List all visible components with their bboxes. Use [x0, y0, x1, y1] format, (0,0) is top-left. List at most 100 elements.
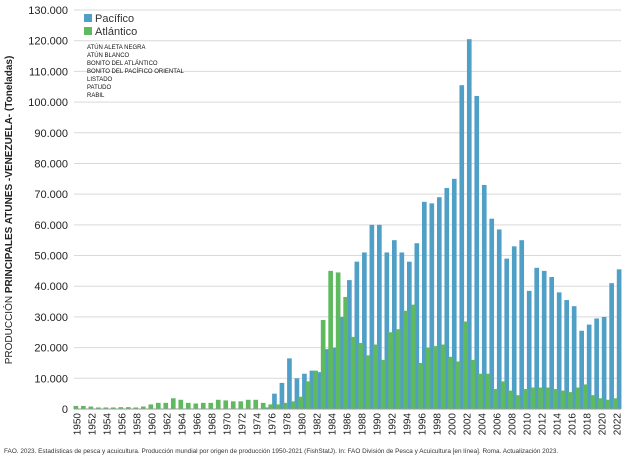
- bar-atlantico: [126, 407, 131, 409]
- bar-pacifico: [466, 39, 472, 409]
- bar-atlantico: [328, 270, 333, 409]
- x-tick-label: 1966: [193, 413, 204, 436]
- legend-swatch-pacifico: [84, 14, 92, 22]
- bar-atlantico: [463, 321, 468, 409]
- bar-pacifico: [556, 292, 562, 409]
- bar-atlantico: [238, 401, 244, 409]
- y-tick-label: 50.000: [34, 251, 68, 263]
- x-tick-label: 1960: [148, 413, 159, 436]
- bar-atlantico: [283, 402, 289, 409]
- species-item: BONITO DEL PACÍFICO ORIENTAL: [87, 68, 184, 75]
- bar-pacifico: [564, 300, 569, 409]
- bar-pacifico: [324, 349, 330, 409]
- y-tick-label: 90.000: [34, 128, 68, 140]
- legend-label-pacifico: Pacífico: [95, 13, 134, 25]
- bar-pacifico: [549, 277, 555, 409]
- bar-pacifico: [421, 201, 427, 409]
- bar-atlantico: [170, 398, 176, 409]
- y-axis-label: PRODUCCIÓN PRINCIPALES ATUNES -VENEZUELA…: [2, 56, 15, 365]
- bar-atlantico: [245, 399, 251, 409]
- x-tick-label: 1976: [268, 413, 279, 436]
- bar-atlantico: [155, 402, 161, 409]
- bar-atlantico: [335, 272, 341, 409]
- x-tick-label: 1958: [133, 413, 144, 436]
- bar-atlantico: [388, 332, 393, 409]
- x-tick-label: 2006: [492, 413, 503, 436]
- y-tick-label: 10.000: [34, 373, 68, 385]
- x-tick-label: 1954: [103, 413, 114, 436]
- bar-atlantico: [410, 304, 416, 409]
- bar-atlantico: [290, 401, 296, 409]
- source-note: FAO. 2023. Estadísticas de pesca y acuic…: [4, 448, 558, 455]
- bar-atlantico: [81, 405, 86, 409]
- bar-atlantico: [365, 355, 371, 409]
- legend-label-atlantico: Atlántico: [95, 26, 137, 38]
- bar-pacifico: [384, 252, 390, 409]
- bar-atlantico: [215, 399, 221, 409]
- species-item: BONITO DEL ATLÁNTICO: [87, 60, 158, 67]
- bar-pacifico: [601, 316, 607, 409]
- bar-atlantico: [148, 404, 154, 409]
- bar-pacifico: [511, 246, 517, 409]
- bar-atlantico: [530, 387, 536, 409]
- bar-pacifico: [616, 269, 622, 409]
- x-tick-label: 2020: [597, 413, 608, 436]
- bar-atlantico: [163, 402, 169, 409]
- bar-pacifico: [377, 224, 382, 409]
- x-tick-label: 1968: [208, 413, 219, 436]
- bar-atlantico: [253, 399, 259, 409]
- bar-atlantico: [275, 404, 281, 409]
- species-item: LISTADO: [87, 77, 113, 83]
- x-tick-label: 1994: [402, 413, 413, 436]
- bar-atlantico: [425, 347, 431, 409]
- bar-pacifico: [309, 370, 315, 409]
- bar-atlantico: [320, 319, 326, 409]
- bar-pacifico: [354, 261, 360, 409]
- species-item: ATÚN BLANCO: [87, 52, 130, 59]
- x-tick-label: 1998: [432, 413, 443, 436]
- bar-atlantico: [350, 336, 356, 409]
- x-tick-label: 1982: [313, 413, 324, 436]
- bar-pacifico: [609, 283, 614, 409]
- legend-swatch-atlantico: [84, 27, 92, 35]
- x-tick-label: 2022: [612, 413, 623, 436]
- x-tick-label: 1980: [298, 413, 309, 436]
- bar-pacifico: [504, 258, 510, 409]
- x-tick-label: 2014: [552, 413, 563, 436]
- bar-pacifico: [534, 267, 540, 409]
- x-tick-label: 1950: [73, 413, 84, 436]
- bar-atlantico: [133, 407, 139, 409]
- y-tick-label: 80.000: [34, 158, 68, 170]
- y-tick-label: 20.000: [34, 343, 68, 355]
- bar-pacifico: [586, 324, 592, 409]
- y-axis-label-prefix: PRODUCCIÓN: [2, 293, 15, 364]
- bar-pacifico: [474, 95, 480, 409]
- bar-pacifico: [481, 184, 487, 409]
- x-tick-label: 2012: [537, 413, 548, 436]
- x-tick-label: 1972: [238, 413, 249, 436]
- bar-atlantico: [583, 384, 588, 409]
- x-tick-label: 2018: [582, 413, 593, 436]
- bar-pacifico: [436, 197, 442, 409]
- bar-pacifico: [392, 240, 397, 409]
- bar-atlantico: [96, 407, 101, 409]
- bar-atlantico: [523, 389, 528, 409]
- bar-atlantico: [478, 373, 483, 409]
- y-tick-label: 70.000: [34, 189, 68, 201]
- bar-atlantico: [395, 329, 401, 409]
- x-tick-label: 1996: [417, 413, 428, 436]
- species-item: RABIL: [87, 93, 105, 99]
- bar-atlantico: [260, 402, 266, 409]
- x-tick-label: 1962: [163, 413, 174, 436]
- series-0: [264, 39, 622, 409]
- bar-atlantico: [418, 362, 423, 409]
- bar-atlantico: [343, 296, 348, 409]
- bar-pacifico: [579, 330, 584, 409]
- bar-atlantico: [613, 398, 618, 409]
- bar-atlantico: [545, 387, 551, 409]
- bar-atlantico: [193, 403, 199, 409]
- bar-atlantico: [358, 343, 363, 409]
- bar-atlantico: [508, 390, 513, 409]
